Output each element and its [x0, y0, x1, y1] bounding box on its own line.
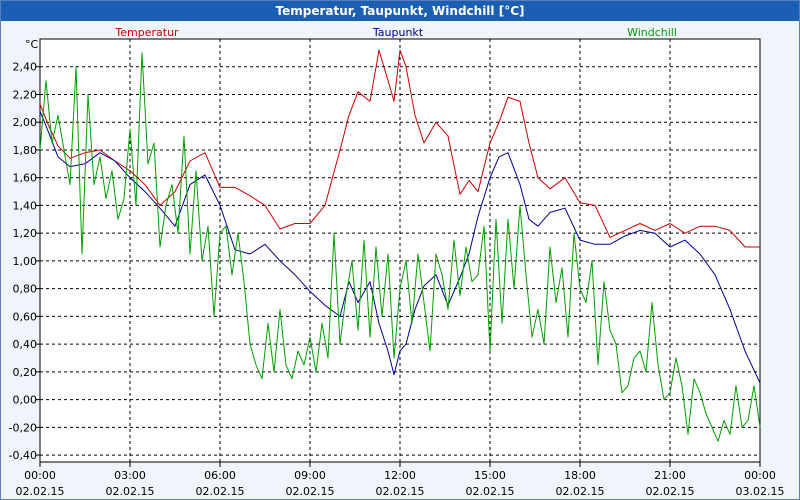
legend: Temperatur Taupunkt Windchill	[114, 26, 677, 39]
y-tick-label: -0,20	[9, 421, 37, 434]
x-tick-date-label: 02.02.15	[646, 485, 695, 498]
y-tick-label: 1,40	[13, 199, 38, 212]
x-axis: 00:00 02.02.15 03:00 02.02.15 06:00 02.02.15 0…	[16, 462, 785, 498]
x-tick-time-label: 09:00	[294, 469, 326, 482]
x-tick-date-label: 02.02.15	[376, 485, 425, 498]
x-tick-time-label: 00:00	[744, 469, 776, 482]
y-axis: -0,40 -0,20 0,00 0,20 0,40 0,60 0,80 1,00 1,20 1,…	[9, 61, 40, 462]
y-axis-unit: °C	[25, 38, 39, 51]
grid	[40, 39, 760, 462]
x-tick-time-label: 00:00	[24, 469, 56, 482]
legend-taupunkt: Taupunkt	[372, 26, 424, 39]
series-line-taupunkt	[39, 110, 761, 384]
chart-title: Temperatur, Taupunkt, Windchill [°C]	[275, 4, 525, 18]
y-tick-label: 2,40	[13, 61, 38, 74]
x-tick-date-label: 02.02.15	[16, 485, 65, 498]
x-tick-date-label: 02.02.15	[556, 485, 605, 498]
x-tick-time-label: 06:00	[204, 469, 236, 482]
y-tick-label: 0,60	[13, 310, 38, 323]
legend-windchill: Windchill	[627, 26, 677, 39]
x-tick-date-label: 02.02.15	[106, 485, 155, 498]
x-tick-time-label: 21:00	[654, 469, 686, 482]
y-tick-label: 1,80	[13, 144, 38, 157]
y-tick-label: 0,80	[13, 283, 38, 296]
title-bar	[1, 1, 799, 21]
y-tick-label: 0,00	[13, 394, 38, 407]
y-tick-label: 1,20	[13, 227, 38, 240]
y-tick-label: 1,60	[13, 172, 38, 185]
y-tick-label: 0,40	[13, 338, 38, 351]
x-tick-time-label: 18:00	[564, 469, 596, 482]
x-tick-date-label: 02.02.15	[466, 485, 515, 498]
legend-temperatur: Temperatur	[114, 26, 179, 39]
series-lines	[39, 49, 761, 442]
y-tick-label: 2,20	[13, 88, 38, 101]
y-tick-label: 1,00	[13, 255, 38, 268]
y-tick-label: -0,40	[9, 449, 37, 462]
x-tick-time-label: 03:00	[114, 469, 146, 482]
y-tick-label: 2,00	[13, 116, 38, 129]
x-tick-date-label: 02.02.15	[286, 485, 335, 498]
x-tick-date-label: 03.02.15	[736, 485, 785, 498]
series-line-windchill	[39, 52, 761, 442]
x-tick-time-label: 12:00	[384, 469, 416, 482]
x-tick-date-label: 02.02.15	[196, 485, 245, 498]
y-tick-label: 0,20	[13, 366, 38, 379]
x-tick-time-label: 15:00	[474, 469, 506, 482]
